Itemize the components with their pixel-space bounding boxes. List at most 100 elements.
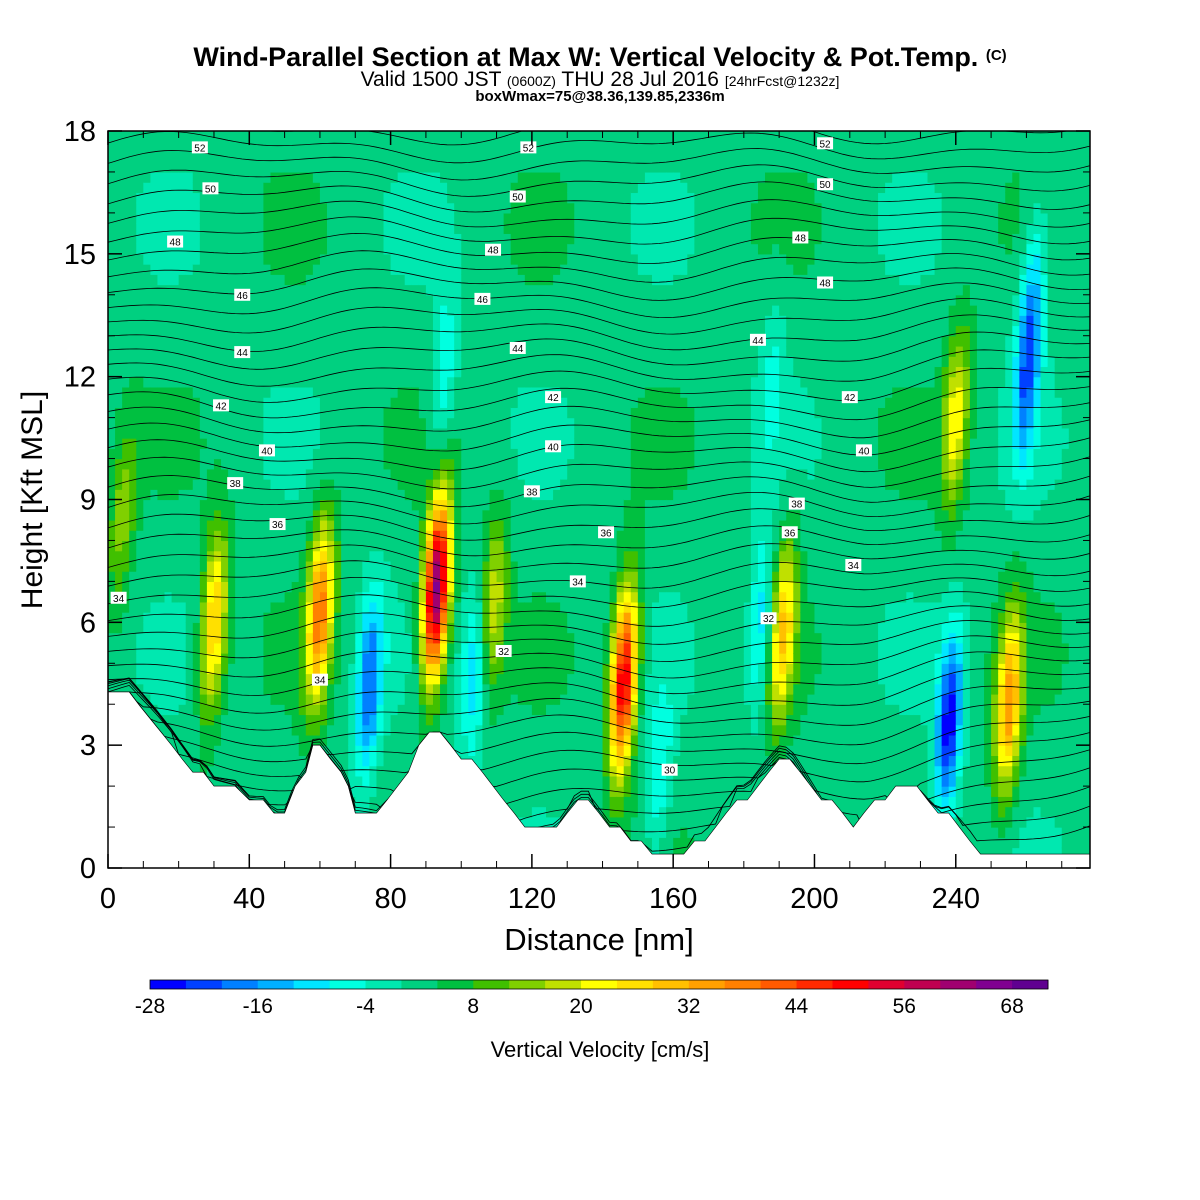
field-cell bbox=[369, 151, 378, 163]
field-cell bbox=[553, 489, 561, 501]
field-cell bbox=[553, 816, 561, 828]
field-cell bbox=[581, 622, 589, 634]
field-cell bbox=[418, 571, 427, 582]
field-cell bbox=[567, 325, 575, 337]
field-cell bbox=[489, 489, 498, 501]
field-cell bbox=[242, 325, 250, 337]
field-cell bbox=[221, 775, 229, 787]
field-cell bbox=[503, 622, 512, 634]
field-cell bbox=[425, 182, 434, 194]
field-cell bbox=[355, 745, 363, 757]
field-cell bbox=[531, 131, 540, 142]
field-cell bbox=[334, 468, 342, 480]
field-cell bbox=[440, 458, 448, 470]
field-cell bbox=[235, 366, 243, 378]
field-cell bbox=[327, 479, 335, 490]
field-cell bbox=[510, 284, 519, 296]
field-cell bbox=[136, 601, 144, 613]
field-cell bbox=[341, 724, 349, 736]
field-cell bbox=[524, 734, 533, 746]
field-cell bbox=[517, 274, 526, 286]
field-cell bbox=[503, 663, 512, 675]
field-cell bbox=[517, 683, 526, 695]
field-cell bbox=[567, 284, 575, 296]
field-cell bbox=[496, 693, 505, 705]
field-cell bbox=[517, 151, 526, 163]
field-cell bbox=[319, 734, 328, 746]
field-cell bbox=[489, 693, 498, 705]
field-cell bbox=[192, 704, 201, 716]
field-cell bbox=[369, 315, 378, 327]
field-cell bbox=[235, 550, 243, 562]
field-cell bbox=[348, 509, 356, 521]
field-cell bbox=[588, 253, 597, 265]
field-cell bbox=[242, 479, 250, 490]
field-cell bbox=[319, 427, 328, 439]
field-cell bbox=[327, 182, 335, 194]
field-cell bbox=[305, 509, 314, 521]
field-cell bbox=[553, 755, 561, 767]
field-cell bbox=[461, 386, 469, 398]
field-cell bbox=[242, 724, 250, 736]
field-cell bbox=[524, 212, 533, 224]
field-cell bbox=[291, 335, 300, 347]
field-cell bbox=[115, 581, 123, 593]
field-cell bbox=[115, 192, 123, 204]
field-cell bbox=[397, 765, 406, 777]
field-cell bbox=[482, 530, 491, 542]
field-cell bbox=[263, 417, 272, 429]
field-cell bbox=[108, 182, 116, 194]
field-cell bbox=[228, 642, 236, 654]
field-cell bbox=[440, 131, 448, 142]
field-cell bbox=[567, 550, 575, 562]
field-cell bbox=[496, 775, 505, 787]
field-cell bbox=[574, 253, 582, 265]
field-cell bbox=[171, 714, 180, 726]
field-cell bbox=[305, 182, 314, 194]
field-cell bbox=[312, 345, 321, 357]
field-cell bbox=[553, 182, 561, 194]
field-cell bbox=[171, 642, 180, 654]
field-cell bbox=[411, 356, 420, 368]
field-cell bbox=[327, 325, 335, 337]
field-cell bbox=[553, 131, 561, 142]
field-cell bbox=[581, 724, 589, 736]
field-cell bbox=[475, 479, 484, 490]
field-cell bbox=[468, 427, 476, 439]
field-cell bbox=[327, 530, 335, 542]
field-cell bbox=[397, 161, 406, 173]
field-cell bbox=[553, 233, 561, 245]
field-cell bbox=[178, 622, 187, 634]
field-cell bbox=[397, 458, 406, 470]
field-cell bbox=[588, 714, 597, 726]
field-cell bbox=[312, 305, 321, 316]
field-cell bbox=[461, 479, 469, 490]
field-cell bbox=[496, 335, 505, 347]
field-cell bbox=[143, 458, 151, 470]
field-cell bbox=[376, 745, 385, 757]
field-cell bbox=[348, 560, 356, 572]
field-cell bbox=[256, 550, 265, 562]
field-cell bbox=[136, 693, 144, 705]
field-cell bbox=[475, 704, 484, 716]
field-cell bbox=[291, 284, 300, 296]
field-cell bbox=[546, 212, 554, 224]
field-cell bbox=[249, 171, 257, 183]
valid-time: Valid 1500 JST bbox=[360, 68, 502, 91]
field-cell bbox=[242, 519, 250, 531]
field-cell bbox=[510, 141, 519, 153]
field-cell bbox=[228, 438, 236, 449]
field-cell bbox=[475, 305, 484, 316]
field-cell bbox=[235, 233, 243, 245]
field-cell bbox=[482, 397, 491, 408]
field-cell bbox=[404, 509, 413, 521]
field-cell bbox=[291, 212, 300, 224]
field-cell bbox=[256, 243, 265, 255]
field-cell bbox=[249, 530, 257, 542]
field-cell bbox=[136, 305, 144, 316]
field-cell bbox=[185, 755, 194, 767]
field-cell bbox=[447, 550, 455, 562]
field-cell bbox=[150, 581, 159, 593]
field-cell bbox=[136, 202, 144, 214]
field-cell bbox=[517, 366, 526, 378]
